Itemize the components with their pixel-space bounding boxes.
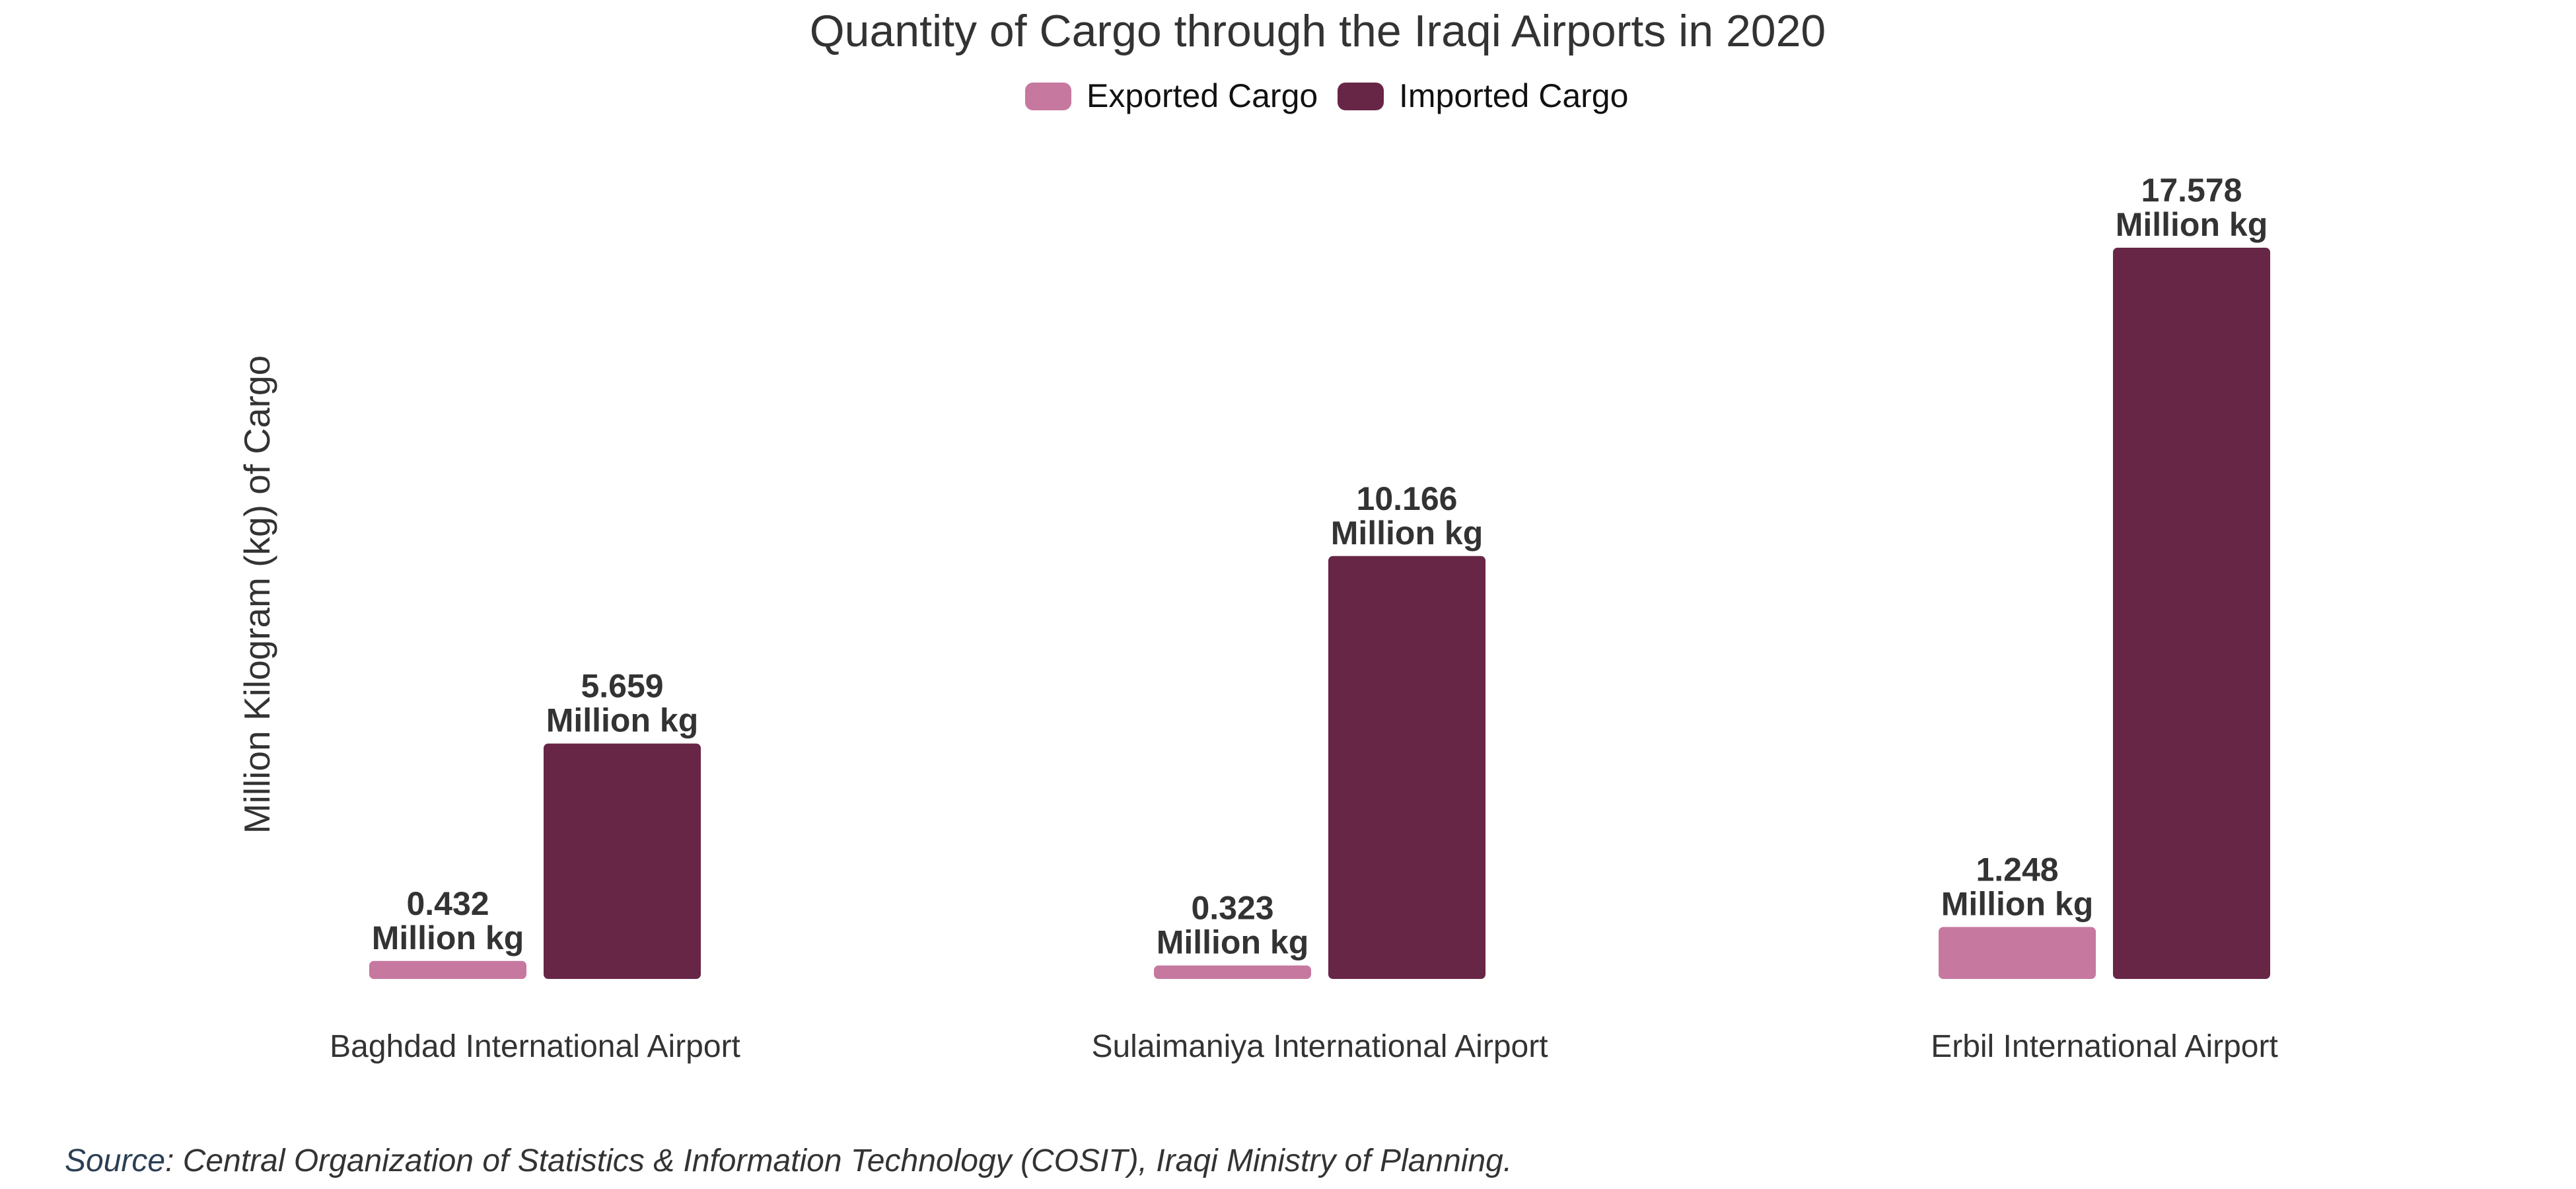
category-label-2: Sulaimaniya International Airport [1091, 1029, 1548, 1064]
data-label-unit-imported-3: Million kg [2116, 206, 2268, 243]
data-label-value-imported-3: 17.578 [2141, 172, 2242, 209]
data-label-value-exported-3: 1.248 [1976, 851, 2058, 888]
legend-label-imported: Imported Cargo [1399, 77, 1628, 114]
data-label-value-exported-2: 0.323 [1191, 890, 1273, 927]
source-text: : Central Organization of Statistics & I… [165, 1143, 1512, 1178]
category-label-1: Baghdad International Airport [330, 1029, 740, 1064]
legend: Exported Cargo Imported Cargo [1025, 77, 1628, 114]
data-label-value-imported-2: 10.166 [1357, 480, 1458, 517]
data-label-value-imported-1: 5.659 [581, 668, 663, 705]
category-label-3: Erbil International Airport [1931, 1029, 2278, 1064]
bar-exported-3 [1939, 927, 2096, 979]
data-label-value-exported-1: 0.432 [406, 885, 489, 922]
chart-title: Quantity of Cargo through the Iraqi Airp… [810, 6, 1826, 56]
legend-label-exported: Exported Cargo [1087, 77, 1318, 114]
bar-exported-2 [1154, 965, 1311, 979]
legend-swatch-exported [1025, 83, 1071, 110]
bar-imported-1 [544, 743, 701, 979]
data-label-unit-imported-2: Million kg [1331, 515, 1484, 552]
y-axis-label: Million Kilogram (kg) of Cargo [236, 355, 277, 834]
source-note: Source: Central Organization of Statisti… [65, 1143, 1512, 1178]
data-label-unit-exported-3: Million kg [1941, 885, 2094, 922]
bar-exported-1 [369, 960, 526, 979]
bar-imported-3 [2113, 248, 2270, 979]
data-label-unit-imported-1: Million kg [546, 702, 699, 739]
legend-swatch-imported [1338, 83, 1384, 110]
source-prefix: Source [65, 1143, 165, 1178]
bar-imported-2 [1328, 556, 1485, 979]
data-label-unit-exported-1: Million kg [372, 919, 524, 956]
data-label-unit-exported-2: Million kg [1157, 924, 1309, 961]
